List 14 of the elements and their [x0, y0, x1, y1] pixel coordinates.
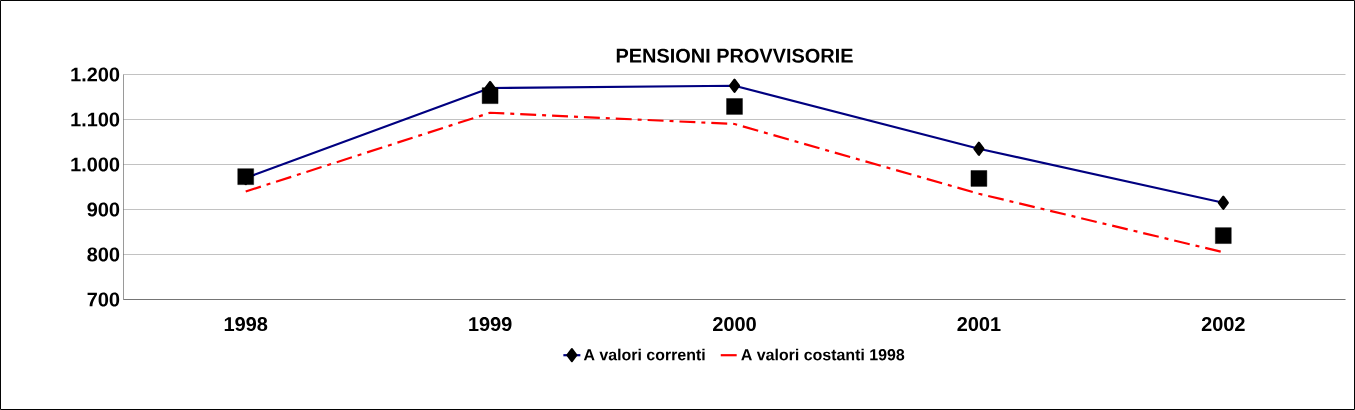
x-tick-label: 1998 — [224, 317, 268, 332]
y-tick-label: 1.200 — [71, 67, 120, 82]
y-tick-label: 900 — [87, 202, 120, 217]
y-tick-label: 700 — [87, 292, 120, 307]
x-tick-label: 2002 — [1201, 317, 1245, 332]
y-tick-label: 1.000 — [71, 157, 120, 172]
chart-title: PENSIONI PROVVISORIE — [616, 48, 853, 63]
x-tick-label: 2001 — [957, 317, 1001, 332]
y-tick-label: 800 — [87, 247, 120, 262]
legend-label: A valori costanti 1998 — [741, 348, 905, 361]
x-tick-label: 2000 — [713, 317, 756, 332]
x-tick-label: 1999 — [469, 317, 512, 332]
legend-label: A valori correnti — [583, 348, 705, 361]
y-tick-label: 1.100 — [71, 112, 120, 127]
